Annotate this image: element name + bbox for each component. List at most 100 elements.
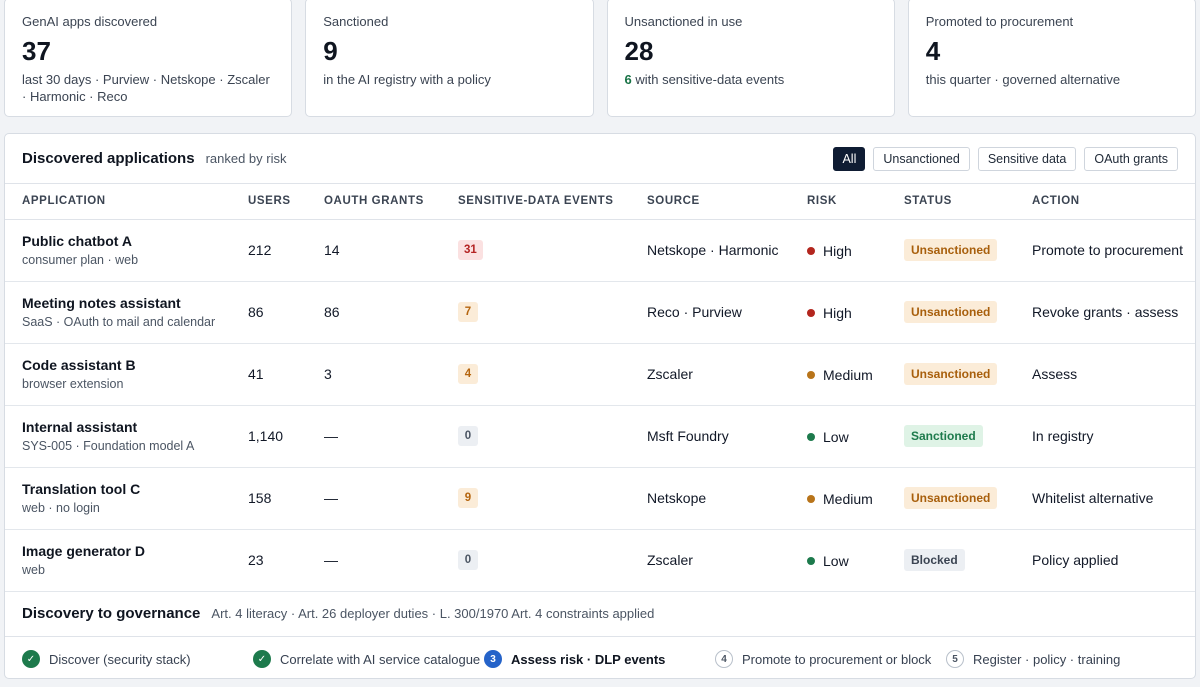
kpi-card-unsanctioned: Unsanctioned in use 28 6 with sensitive-… [606, 0, 895, 117]
kpi-label: Promoted to procurement [925, 14, 1074, 29]
column-header[interactable]: APPLICATION [5, 184, 231, 220]
step-label: Discover (security stack) [49, 651, 191, 667]
step-label: Register · policy · training [973, 651, 1121, 667]
apps-panel: Discovered applications ranked by risk A… [4, 133, 1196, 679]
filter-sensitive-data[interactable]: Sensitive data [977, 146, 1077, 171]
risk-dot-icon [807, 370, 815, 379]
status-cell: Unsanctioned [887, 219, 1015, 282]
column-header[interactable]: RISK [790, 184, 887, 220]
action-cell[interactable]: Whitelist alternative [1015, 467, 1195, 530]
column-header[interactable]: SENSITIVE-DATA EVENTS [441, 184, 630, 220]
table-header-row: APPLICATION USERS OAUTH GRANTS SENSITIVE… [5, 184, 1195, 220]
step-number-icon: 3 [484, 650, 502, 668]
kpi-value: 28 [624, 36, 654, 66]
governance-subtitle: Art. 4 literacy · Art. 26 deployer dutie… [211, 606, 655, 621]
app-name[interactable]: Meeting notes assistant [22, 294, 181, 311]
status-badge: Sanctioned [904, 425, 983, 447]
risk-dot-icon [807, 308, 815, 317]
step-3[interactable]: 3 Assess risk · DLP events [484, 650, 715, 668]
oauth-grants-cell: — [307, 529, 441, 592]
kpi-value: 4 [925, 36, 941, 66]
users-cell: 212 [231, 219, 307, 282]
panel-title: Discovered applications [22, 150, 195, 167]
column-header[interactable]: OAUTH GRANTS [307, 184, 441, 220]
table-row[interactable]: Public chatbot A consumer plan · web 212 14… [5, 219, 1195, 282]
action-cell[interactable]: Revoke grants · assess [1015, 281, 1195, 344]
sensitive-events-cell: 9 [441, 467, 630, 530]
table-row[interactable]: Translation tool C web · no login 158— 9 Net… [5, 467, 1195, 530]
sensitive-events-badge: 0 [458, 426, 478, 446]
table-row[interactable]: Meeting notes assistant SaaS · OAuth to m… [5, 281, 1195, 344]
sensitive-events-cell: 0 [441, 405, 630, 468]
action-cell[interactable]: Assess [1015, 343, 1195, 406]
risk-dot-icon [807, 556, 815, 565]
app-cell: Meeting notes assistant SaaS · OAuth to m… [5, 281, 231, 344]
check-icon: ✓ [253, 650, 271, 668]
sensitive-events-badge: 0 [458, 550, 478, 570]
step-5[interactable]: 5 Register · policy · training [946, 650, 1177, 668]
kpi-label: Unsanctioned in use [624, 14, 743, 29]
filter-unsanctioned[interactable]: Unsanctioned [873, 146, 970, 171]
governance-title: Discovery to governance [22, 605, 201, 622]
apps-table-body: Public chatbot A consumer plan · web 212 14… [5, 219, 1195, 592]
panel-subtitle: ranked by risk [205, 151, 287, 166]
risk-cell: Low [790, 405, 887, 468]
app-cell: Image generator D web [5, 529, 231, 592]
table-row[interactable]: Code assistant B browser extension 41 3 4 Zsc… [5, 343, 1195, 406]
risk-label: Low [823, 428, 849, 445]
table-row[interactable]: Image generator D web 23— 0 Zscaler Low Blocke… [5, 529, 1195, 592]
sensitive-events-cell: 4 [441, 343, 630, 406]
risk-label: Medium [823, 490, 873, 507]
oauth-grants-cell: 86 [307, 281, 441, 344]
kpi-label: Sanctioned [323, 14, 389, 29]
risk-label: High [823, 242, 852, 259]
status-cell: Blocked [887, 529, 1015, 592]
step-label: Correlate with AI service catalogue [280, 651, 481, 667]
filter-oauth-grants[interactable]: OAuth grants [1084, 146, 1178, 171]
step-1[interactable]: ✓ Discover (security stack) [22, 650, 253, 668]
users-cell: 41 [231, 343, 307, 406]
action-cell[interactable]: Policy applied [1015, 529, 1195, 592]
column-header[interactable]: SOURCE [630, 184, 790, 220]
kpi-sub: last 30 days · Purview · Netskope · Zsca… [22, 72, 270, 104]
users-cell: 23 [231, 529, 307, 592]
app-name[interactable]: Code assistant B [22, 356, 136, 373]
risk-label: Low [823, 552, 849, 569]
action-cell[interactable]: Promote to procurement [1015, 219, 1195, 282]
risk-dot-icon [807, 494, 815, 503]
kpi-sub: in the AI registry with a policy [323, 72, 491, 87]
kpi-card-sanctioned: Sanctioned 9 in the AI registry with a p… [305, 0, 594, 117]
action-cell[interactable]: In registry [1015, 405, 1195, 468]
oauth-grants-cell: 3 [307, 343, 441, 406]
app-cell: Internal assistant SYS-005 · Foundation m… [5, 405, 231, 468]
status-cell: Sanctioned [887, 405, 1015, 468]
risk-cell: Medium [790, 467, 887, 530]
sensitive-events-badge: 4 [458, 364, 478, 384]
kpi-sub-highlight: 6 [624, 72, 632, 87]
step-4[interactable]: 4 Promote to procurement or block [715, 650, 946, 668]
app-name[interactable]: Image generator D [22, 542, 145, 559]
governance-steps: ✓ Discover (security stack) ✓ Correlate wit… [5, 637, 1195, 679]
column-header[interactable]: STATUS [887, 184, 1015, 220]
app-name[interactable]: Public chatbot A [22, 232, 132, 249]
column-header[interactable]: USERS [231, 184, 307, 220]
filter-all[interactable]: All [833, 146, 866, 171]
app-name[interactable]: Internal assistant [22, 418, 138, 435]
status-badge: Unsanctioned [904, 363, 998, 385]
source-cell: Netskope · Harmonic [630, 219, 790, 282]
status-badge: Blocked [904, 549, 965, 571]
risk-cell: Low [790, 529, 887, 592]
kpi-sub: this quarter · governed alternative [925, 72, 1121, 87]
app-description: SaaS · OAuth to mail and calendar [22, 314, 216, 329]
users-cell: 86 [231, 281, 307, 344]
risk-cell: High [790, 281, 887, 344]
kpi-card-discovered: GenAI apps discovered 37 last 30 days · … [4, 0, 293, 117]
kpi-label: GenAI apps discovered [22, 14, 158, 29]
app-name[interactable]: Translation tool C [22, 480, 141, 497]
kpi-value: 9 [323, 36, 338, 66]
step-2[interactable]: ✓ Correlate with AI service catalogue [253, 650, 484, 668]
column-header[interactable]: ACTION [1015, 184, 1195, 220]
apps-panel-header: Discovered applications ranked by risk A… [5, 134, 1195, 184]
table-row[interactable]: Internal assistant SYS-005 · Foundation m… [5, 405, 1195, 468]
